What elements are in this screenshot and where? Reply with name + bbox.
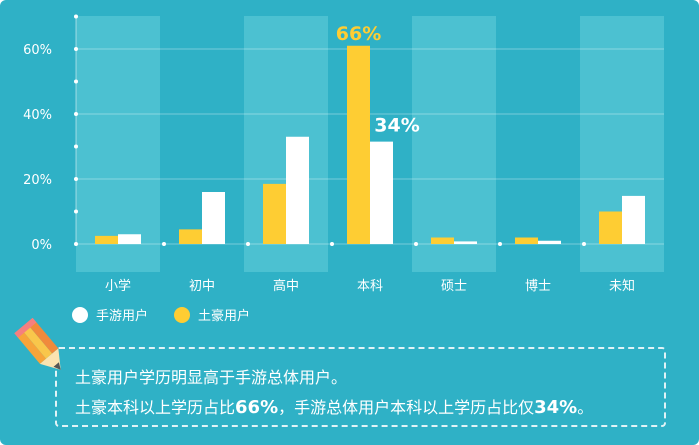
note-text-c: ，手游总体用户本科以上学历占比仅 xyxy=(278,398,535,417)
y-axis-dot xyxy=(74,242,78,246)
x-tick-label: 高中 xyxy=(273,278,299,294)
y-tick-label: 60% xyxy=(23,43,52,58)
legend-white-dot-icon xyxy=(72,306,88,323)
baseline-dot xyxy=(414,242,418,246)
bar-mobile-gamers xyxy=(286,136,309,244)
note-text-e: 。 xyxy=(577,398,594,417)
baseline-dot xyxy=(582,242,586,246)
note-line-2: 土豪本科以上学历占比66%，手游总体用户本科以上学历占比仅34%。 xyxy=(75,394,593,418)
bar-big-spenders xyxy=(263,183,286,244)
legend-label-big-spenders: 土豪用户 xyxy=(198,309,251,324)
bar-big-spenders xyxy=(599,211,622,244)
bar-big-spenders xyxy=(431,237,454,244)
baseline-dot xyxy=(162,242,166,246)
category-band xyxy=(412,16,496,272)
bar-mobile-gamers xyxy=(370,141,393,244)
bar-mobile-gamers xyxy=(622,195,645,244)
legend: 手游用户 土豪用户 xyxy=(72,305,250,324)
pencil-icon xyxy=(14,318,61,370)
legend-yellow-dot-icon xyxy=(174,306,191,323)
y-axis-dot xyxy=(74,79,78,84)
x-tick-label: 初中 xyxy=(189,279,215,294)
y-tick-label: 20% xyxy=(23,173,52,188)
bar-big-spenders xyxy=(95,235,118,244)
note-box xyxy=(55,347,666,427)
x-tick-label: 未知 xyxy=(609,278,635,294)
bar-mobile-gamers xyxy=(538,240,561,244)
data-label: 34% xyxy=(374,115,419,137)
bar-chart: 0% 20% 40% 60% 小学 初中 高中 本科 硕士 博士 未知 66% 34% xyxy=(23,14,664,294)
x-tick-label: 硕士 xyxy=(441,279,467,294)
baseline-dot xyxy=(246,242,250,246)
note-highlight-34: 34% xyxy=(534,397,578,418)
bar-big-spenders xyxy=(179,229,202,244)
data-label: 66% xyxy=(336,23,381,45)
y-axis-dot xyxy=(74,47,78,51)
note-highlight-66: 66% xyxy=(235,397,279,418)
note-text-a: 土豪本科以上学历占比 xyxy=(75,398,236,417)
category-band xyxy=(76,16,160,272)
bar-mobile-gamers xyxy=(118,234,141,244)
legend-item-mobile-gamers: 手游用户 xyxy=(72,305,148,324)
x-tick-label: 小学 xyxy=(105,278,131,294)
baseline-dot xyxy=(498,242,502,246)
bar-mobile-gamers xyxy=(202,192,225,244)
x-tick-label: 本科 xyxy=(357,279,383,294)
bar-big-spenders xyxy=(347,45,370,244)
x-tick-label: 博士 xyxy=(525,279,551,294)
y-axis-dot xyxy=(74,144,78,149)
note-line-1: 土豪用户学历明显高于手游总体用户。 xyxy=(75,368,348,387)
y-axis-dot xyxy=(74,112,78,116)
y-axis-dot xyxy=(74,177,78,181)
y-axis-dot xyxy=(74,209,78,214)
legend-item-big-spenders: 土豪用户 xyxy=(174,305,250,324)
bar-mobile-gamers xyxy=(454,241,477,244)
y-axis-dot xyxy=(74,14,78,19)
legend-label-mobile-gamers: 手游用户 xyxy=(96,309,149,324)
baseline-dot xyxy=(330,242,334,246)
y-tick-label: 0% xyxy=(31,238,52,253)
bar-big-spenders xyxy=(515,237,538,244)
y-tick-label: 40% xyxy=(23,108,52,123)
